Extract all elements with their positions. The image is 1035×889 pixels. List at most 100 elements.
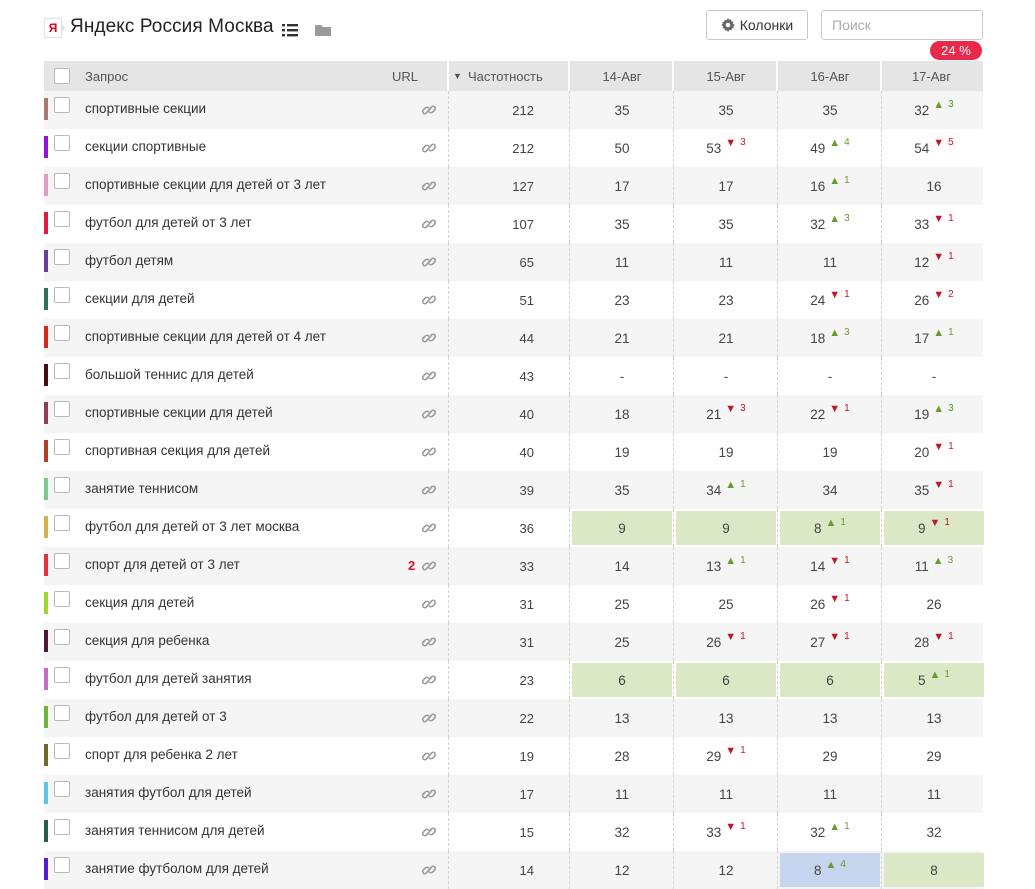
row-checkbox[interactable] xyxy=(54,705,70,721)
row-checkbox[interactable] xyxy=(54,629,70,645)
column-header-query[interactable]: Запрос xyxy=(85,68,129,84)
position-value: 28 xyxy=(614,749,630,764)
link-icon[interactable] xyxy=(421,292,437,308)
link-icon[interactable] xyxy=(421,406,437,422)
frequency-value: 65 xyxy=(519,255,534,270)
query-text: футбол для детей занятия xyxy=(85,671,252,686)
row-checkbox[interactable] xyxy=(54,515,70,531)
search-input[interactable] xyxy=(821,10,983,40)
row-checkbox[interactable] xyxy=(54,857,70,873)
row-checkbox[interactable] xyxy=(54,819,70,835)
table-row[interactable]: спортивные секции 212 35 35 35 32 ▲ 3 xyxy=(44,91,983,129)
position-cell: 33 ▼ 1 xyxy=(882,205,986,243)
row-checkbox[interactable] xyxy=(54,249,70,265)
position-cell: 8 ▲ 4 xyxy=(778,851,882,889)
row-checkbox[interactable] xyxy=(54,287,70,303)
row-checkbox[interactable] xyxy=(54,743,70,759)
row-checkbox[interactable] xyxy=(54,97,70,113)
link-icon[interactable] xyxy=(421,824,437,840)
link-icon[interactable] xyxy=(421,634,437,650)
list-view-icon[interactable] xyxy=(281,22,299,38)
link-icon[interactable] xyxy=(421,140,437,156)
table-row[interactable]: спортивные секции для детей 40 18 21 ▼ 3 22 ▼ 1 1… xyxy=(44,395,983,433)
link-icon[interactable] xyxy=(421,596,437,612)
row-checkbox[interactable] xyxy=(54,363,70,379)
table-row[interactable]: секции спортивные 212 50 53 ▼ 3 49 ▲ 4 54 ▼ 5 xyxy=(44,129,983,167)
link-icon[interactable] xyxy=(421,102,437,118)
position-value: 8 xyxy=(814,521,822,536)
position-value: 34 xyxy=(706,483,722,498)
position-cell: 35 xyxy=(570,471,674,509)
position-value: 6 xyxy=(722,673,730,688)
table-row[interactable]: футбол детям 65 11 11 11 12 ▼ 1 xyxy=(44,243,983,281)
table-row[interactable]: большой теннис для детей 43 - - - - xyxy=(44,357,983,395)
link-icon[interactable] xyxy=(421,862,437,878)
link-icon[interactable] xyxy=(421,178,437,194)
table-row[interactable]: футбол для детей от 3 22 13 13 13 13 xyxy=(44,699,983,737)
table-row[interactable]: футбол для детей занятия 23 6 6 6 5 ▲ 1 xyxy=(44,661,984,699)
link-icon[interactable] xyxy=(421,710,437,726)
table-row[interactable]: занятия футбол для детей 17 11 11 11 11 xyxy=(44,775,983,813)
table-row[interactable]: спортивные секции для детей от 4 лет 44 21… xyxy=(44,319,983,357)
table-row[interactable]: спортивные секции для детей от 3 лет 127 1… xyxy=(44,167,983,205)
position-value: 50 xyxy=(614,141,630,156)
row-checkbox[interactable] xyxy=(54,325,70,341)
position-cell: 13 ▲ 1 xyxy=(674,547,778,585)
table-header: Запрос URL ▼ Частотность 14-Авг 15-Авг 1… xyxy=(44,61,983,91)
folder-icon[interactable] xyxy=(314,22,332,38)
table-row[interactable]: футбол для детей от 3 лет 107 35 35 32 ▲ 3 33 ▼ 1 xyxy=(44,205,983,243)
select-all-checkbox[interactable] xyxy=(54,68,70,84)
row-checkbox[interactable] xyxy=(54,781,70,797)
position-value: 35 xyxy=(822,103,838,118)
table-row[interactable]: занятие футболом для детей 14 12 12 8 ▲ 4 8 xyxy=(44,851,984,889)
table-row[interactable]: занятие теннисом 39 35 34 ▲ 1 34 35 ▼ 1 xyxy=(44,471,983,509)
position-change: 1 xyxy=(844,631,850,642)
query-text: секция для ребенка xyxy=(85,633,210,648)
row-color-marker xyxy=(44,364,48,386)
frequency-value: 107 xyxy=(512,217,534,232)
link-icon[interactable] xyxy=(421,748,437,764)
table-row[interactable]: футбол для детей от 3 лет москва 36 9 9 8 ▲ 1 9… xyxy=(44,509,984,547)
table-row[interactable]: занятия теннисом для детей 15 32 33 ▼ 1 32 ▲ 1 32 xyxy=(44,813,983,851)
position-value: - xyxy=(827,369,833,384)
table-row[interactable]: секция для детей 31 25 25 26 ▼ 1 26 xyxy=(44,585,983,623)
columns-button[interactable]: Колонки xyxy=(706,10,808,40)
position-cell: 6 xyxy=(674,661,778,699)
position-value: 35 xyxy=(614,103,630,118)
column-header-frequency[interactable]: Частотность xyxy=(468,68,543,84)
link-icon[interactable] xyxy=(421,672,437,688)
row-checkbox[interactable] xyxy=(54,553,70,569)
link-icon[interactable] xyxy=(421,368,437,384)
row-checkbox[interactable] xyxy=(54,135,70,151)
table-row[interactable]: спорт для детей от 3 лет 2 33 14 13 ▲ 1 14 ▼ 1 11 ▲… xyxy=(44,547,983,585)
row-checkbox[interactable] xyxy=(54,401,70,417)
column-header-date-3[interactable]: 16-Авг xyxy=(810,68,850,84)
position-cell: 29 xyxy=(882,737,986,775)
table-row[interactable]: секции для детей 51 23 23 24 ▼ 1 26 ▼ 2 xyxy=(44,281,983,319)
url-rank-count: 2 xyxy=(408,558,416,573)
column-header-url[interactable]: URL xyxy=(392,68,419,84)
table-row[interactable]: спортивная секция для детей 40 19 19 19 20 ▼ 1 xyxy=(44,433,983,471)
link-icon[interactable] xyxy=(421,558,437,574)
query-text: спортивные секции для детей xyxy=(85,405,273,420)
row-checkbox[interactable] xyxy=(54,667,70,683)
position-cell: 8 ▲ 1 xyxy=(778,509,882,547)
link-icon[interactable] xyxy=(421,216,437,232)
link-icon[interactable] xyxy=(421,482,437,498)
link-icon[interactable] xyxy=(421,444,437,460)
table-row[interactable]: секция для ребенка 31 25 26 ▼ 1 27 ▼ 1 28 ▼ 1 xyxy=(44,623,983,661)
link-icon[interactable] xyxy=(421,254,437,270)
link-icon[interactable] xyxy=(421,520,437,536)
link-icon[interactable] xyxy=(421,330,437,346)
row-checkbox[interactable] xyxy=(54,173,70,189)
table-row[interactable]: спорт для ребенка 2 лет 19 28 29 ▼ 1 29 29 xyxy=(44,737,983,775)
position-change: 1 xyxy=(740,745,746,756)
column-header-date-4[interactable]: 17-Авг xyxy=(911,68,952,84)
column-header-date-1[interactable]: 14-Авг xyxy=(602,68,642,84)
row-checkbox[interactable] xyxy=(54,477,70,493)
column-header-date-2[interactable]: 15-Авг xyxy=(706,68,746,84)
row-checkbox[interactable] xyxy=(54,211,70,227)
link-icon[interactable] xyxy=(421,786,437,802)
row-checkbox[interactable] xyxy=(54,439,70,455)
row-checkbox[interactable] xyxy=(54,591,70,607)
